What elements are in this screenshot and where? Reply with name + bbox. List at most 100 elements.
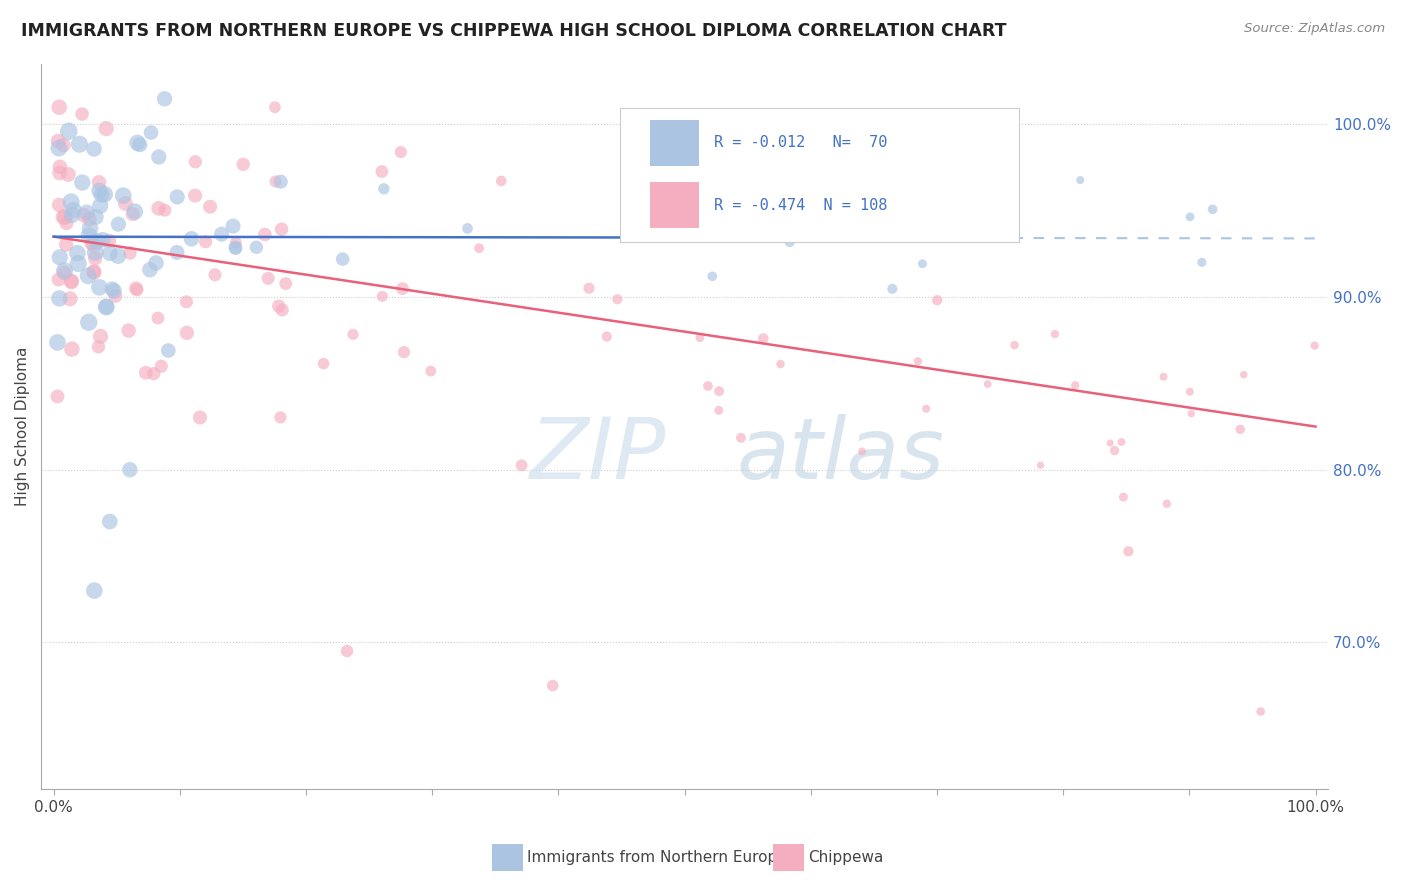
Point — [103, 284, 125, 298]
Point — [225, 242, 247, 256]
Point — [84, 210, 107, 224]
Point — [1180, 407, 1202, 421]
Point — [89, 280, 111, 294]
Point — [72, 176, 94, 190]
Point — [927, 293, 949, 308]
Point — [84, 245, 107, 260]
Point — [83, 237, 105, 252]
Point — [139, 262, 162, 277]
Point — [1029, 458, 1052, 473]
Point — [1156, 497, 1178, 511]
Point — [118, 246, 141, 260]
Point — [58, 124, 80, 138]
Y-axis label: High School Diploma: High School Diploma — [15, 347, 30, 507]
Point — [1178, 210, 1201, 224]
Point — [779, 235, 801, 249]
Point — [48, 272, 70, 286]
Point — [53, 210, 76, 224]
Point — [176, 326, 198, 340]
Point — [48, 100, 70, 114]
Point — [373, 182, 395, 196]
Text: IMMIGRANTS FROM NORTHERN EUROPE VS CHIPPEWA HIGH SCHOOL DIPLOMA CORRELATION CHAR: IMMIGRANTS FROM NORTHERN EUROPE VS CHIPP… — [21, 22, 1007, 40]
Point — [53, 263, 76, 277]
Point — [911, 257, 934, 271]
Point — [153, 92, 176, 106]
Point — [96, 121, 118, 136]
Point — [62, 202, 84, 217]
Point — [389, 145, 412, 159]
Point — [730, 431, 752, 445]
Point — [194, 235, 217, 249]
Point — [312, 357, 335, 371]
Point — [1118, 544, 1140, 558]
Point — [125, 283, 148, 297]
Point — [166, 245, 188, 260]
Point — [336, 644, 359, 658]
Point — [689, 331, 711, 345]
Point — [101, 282, 124, 296]
Point — [1111, 435, 1133, 450]
Point — [188, 410, 211, 425]
Point — [510, 458, 533, 473]
Point — [896, 125, 918, 139]
Point — [184, 154, 207, 169]
Text: R = -0.474  N = 108: R = -0.474 N = 108 — [714, 198, 887, 212]
Point — [702, 269, 724, 284]
Point — [851, 444, 873, 458]
Point — [127, 136, 149, 150]
Point — [60, 194, 83, 209]
Point — [468, 241, 491, 255]
Point — [77, 228, 100, 243]
Point — [184, 188, 207, 202]
Point — [150, 359, 173, 374]
Point — [264, 100, 287, 114]
Point — [1104, 443, 1126, 458]
Point — [77, 268, 100, 283]
Point — [94, 187, 117, 202]
Point — [76, 205, 98, 219]
Point — [87, 340, 110, 354]
Text: Immigrants from Northern Europe: Immigrants from Northern Europe — [527, 850, 787, 864]
Text: Source: ZipAtlas.com: Source: ZipAtlas.com — [1244, 22, 1385, 36]
Point — [915, 401, 938, 416]
Point — [91, 233, 114, 247]
Point — [419, 364, 441, 378]
Point — [643, 212, 665, 227]
Point — [176, 294, 198, 309]
Point — [391, 282, 413, 296]
Point — [142, 367, 165, 381]
Point — [86, 234, 108, 248]
Point — [707, 403, 730, 417]
Point — [245, 240, 267, 254]
Point — [271, 303, 294, 318]
Point — [90, 187, 112, 202]
Point — [332, 252, 354, 266]
Point — [1201, 202, 1223, 217]
Point — [80, 236, 103, 251]
Point — [491, 174, 513, 188]
Point — [1303, 338, 1326, 352]
Point — [541, 679, 564, 693]
Point — [769, 357, 792, 371]
Point — [60, 342, 83, 356]
Point — [606, 292, 628, 306]
Point — [371, 289, 394, 303]
Point — [55, 216, 77, 230]
FancyBboxPatch shape — [650, 120, 699, 166]
Point — [232, 157, 254, 171]
Point — [1099, 436, 1122, 450]
Point — [48, 250, 70, 264]
Point — [117, 324, 139, 338]
Point — [48, 141, 70, 155]
Point — [148, 150, 170, 164]
Point — [52, 138, 75, 153]
Point — [198, 200, 221, 214]
Point — [224, 240, 246, 254]
Point — [457, 221, 479, 235]
Point — [58, 168, 80, 182]
Point — [121, 207, 143, 221]
Point — [48, 292, 70, 306]
Point — [146, 311, 169, 326]
Point — [264, 175, 287, 189]
Point — [342, 327, 364, 342]
